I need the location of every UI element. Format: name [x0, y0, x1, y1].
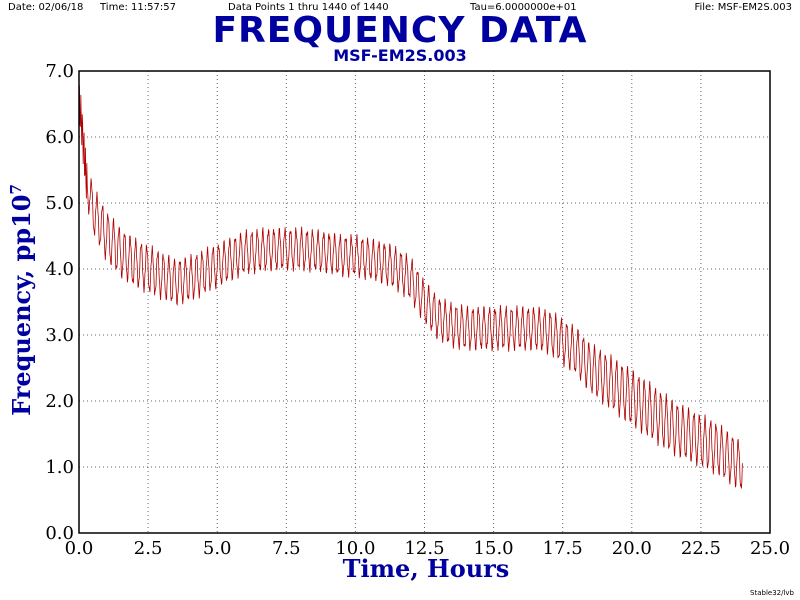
grid-lines	[79, 71, 770, 533]
header-tau: Tau=6.0000000e+01	[470, 2, 577, 13]
y-tick-label: 2.0	[45, 391, 74, 412]
y-tick-label: 0.0	[45, 523, 74, 544]
plot-frame	[78, 70, 771, 534]
x-tick-label: 20.0	[612, 538, 652, 559]
x-tick-label: 5.0	[203, 538, 232, 559]
y-tick-label: 4.0	[45, 259, 74, 280]
frequency-series-line	[78, 85, 743, 489]
x-tick-label: 15.0	[474, 538, 514, 559]
x-tick-label: 10.0	[335, 538, 375, 559]
x-tick-label: 2.5	[134, 538, 163, 559]
chart-subtitle: MSF-EM2S.003	[333, 46, 467, 65]
y-axis-label-exponent: 7	[7, 184, 25, 194]
y-tick-label: 7.0	[45, 61, 74, 82]
header-file: File: MSF-EM2S.003	[694, 2, 792, 13]
frequency-trace	[78, 85, 743, 489]
x-tick-label: 17.5	[543, 538, 583, 559]
x-tick-label: 7.5	[272, 538, 301, 559]
x-tick-label: 0.0	[65, 538, 94, 559]
y-tick-label: 3.0	[45, 325, 74, 346]
x-axis-ticks: 0.0 2.5 5.0 7.5 10.0 12.5 15.0 17.5 20.0 22.5 25.0	[65, 538, 790, 559]
chart-title: FREQUENCY DATA	[212, 10, 588, 51]
y-axis-label-text: Frequency, pp10	[7, 195, 36, 416]
x-axis-label: Time, Hours	[343, 554, 510, 583]
x-tick-label: 22.5	[681, 538, 721, 559]
y-tick-label: 5.0	[45, 193, 74, 214]
header-time: Time: 11:57:57	[100, 2, 176, 13]
x-tick-label: 25.0	[750, 538, 790, 559]
x-tick-label: 12.5	[404, 538, 444, 559]
y-axis-ticks: 0.0 1.0 2.0 3.0 4.0 5.0 6.0 7.0	[45, 61, 74, 544]
y-axis-label: Frequency, pp107	[7, 184, 36, 416]
y-tick-label: 6.0	[45, 127, 74, 148]
footer-credit: Stable32/lvb	[750, 589, 794, 597]
header-points: Data Points 1 thru 1440 of 1440	[228, 2, 389, 13]
header-date: Date: 02/06/18	[8, 2, 84, 13]
y-tick-label: 1.0	[45, 457, 74, 478]
